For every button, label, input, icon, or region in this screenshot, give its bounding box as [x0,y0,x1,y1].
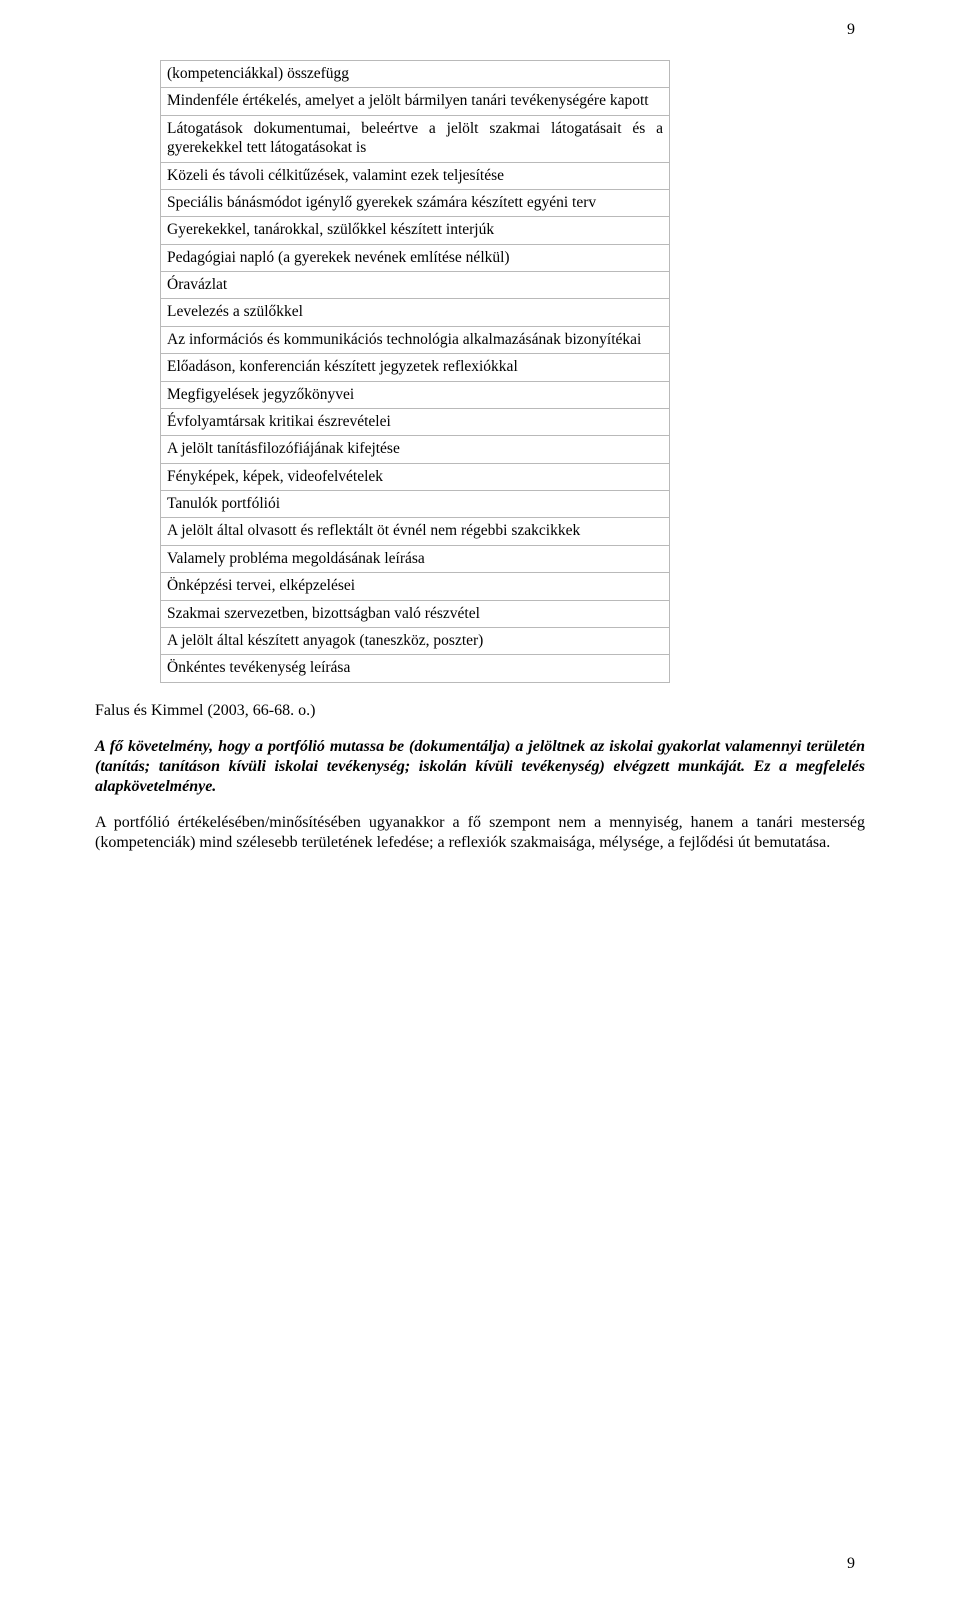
page-number-top: 9 [847,20,855,40]
table-cell: Előadáson, konferencián készített jegyze… [161,354,670,381]
table-cell: Speciális bánásmódot igénylő gyerekek sz… [161,189,670,216]
table-row: Pedagógiai napló (a gyerekek nevének eml… [161,244,670,271]
table-cell: Közeli és távoli célkitűzések, valamint … [161,162,670,189]
table-cell: Önkéntes tevékenység leírása [161,655,670,682]
table-cell: Óravázlat [161,272,670,299]
table-cell: Évfolyamtársak kritikai észrevételei [161,408,670,435]
table-row: Látogatások dokumentumai, beleértve a je… [161,115,670,162]
paragraph-evaluation: A portfólió értékelésében/minősítésében … [95,813,865,853]
table-row: Óravázlat [161,272,670,299]
table-cell: A jelölt által olvasott és reflektált öt… [161,518,670,545]
document-table: (kompetenciákkal) összefüggMindenféle ér… [160,60,670,683]
citation: Falus és Kimmel (2003, 66-68. o.) [95,701,865,721]
table-cell: Fényképek, képek, videofelvételek [161,463,670,490]
table-row: Valamely probléma megoldásának leírása [161,545,670,572]
table-cell: Levelezés a szülőkkel [161,299,670,326]
table-cell: A jelölt tanításfilozófiájának kifejtése [161,436,670,463]
table-row: Mindenféle értékelés, amelyet a jelölt b… [161,88,670,115]
table-row: Fényképek, képek, videofelvételek [161,463,670,490]
table-row: Speciális bánásmódot igénylő gyerekek sz… [161,189,670,216]
table-row: (kompetenciákkal) összefügg [161,61,670,88]
table-cell: Szakmai szervezetben, bizottságban való … [161,600,670,627]
table-row: Közeli és távoli célkitűzések, valamint … [161,162,670,189]
table-row: Tanulók portfóliói [161,491,670,518]
table-cell: Tanulók portfóliói [161,491,670,518]
table-row: Levelezés a szülőkkel [161,299,670,326]
table-cell: Mindenféle értékelés, amelyet a jelölt b… [161,88,670,115]
page-number-bottom: 9 [847,1554,855,1574]
table-row: Önkéntes tevékenység leírása [161,655,670,682]
table-row: Gyerekekkel, tanárokkal, szülőkkel készí… [161,217,670,244]
table-cell: A jelölt által készített anyagok (tanesz… [161,627,670,654]
table-cell: (kompetenciákkal) összefügg [161,61,670,88]
document-table-container: (kompetenciákkal) összefüggMindenféle ér… [160,60,670,683]
table-cell: Az információs és kommunikációs technoló… [161,326,670,353]
table-row: Önképzési tervei, elképzelései [161,573,670,600]
table-row: Az információs és kommunikációs technoló… [161,326,670,353]
table-row: Előadáson, konferencián készített jegyze… [161,354,670,381]
table-cell: Pedagógiai napló (a gyerekek nevének eml… [161,244,670,271]
table-cell: Látogatások dokumentumai, beleértve a je… [161,115,670,162]
table-row: Megfigyelések jegyzőkönyvei [161,381,670,408]
table-row: Évfolyamtársak kritikai észrevételei [161,408,670,435]
paragraph-requirement: A fő követelmény, hogy a portfólió mutas… [95,737,865,797]
table-cell: Önképzési tervei, elképzelései [161,573,670,600]
table-row: A jelölt tanításfilozófiájának kifejtése [161,436,670,463]
table-row: A jelölt által készített anyagok (tanesz… [161,627,670,654]
table-row: A jelölt által olvasott és reflektált öt… [161,518,670,545]
table-cell: Valamely probléma megoldásának leírása [161,545,670,572]
table-cell: Gyerekekkel, tanárokkal, szülőkkel készí… [161,217,670,244]
table-row: Szakmai szervezetben, bizottságban való … [161,600,670,627]
table-cell: Megfigyelések jegyzőkönyvei [161,381,670,408]
